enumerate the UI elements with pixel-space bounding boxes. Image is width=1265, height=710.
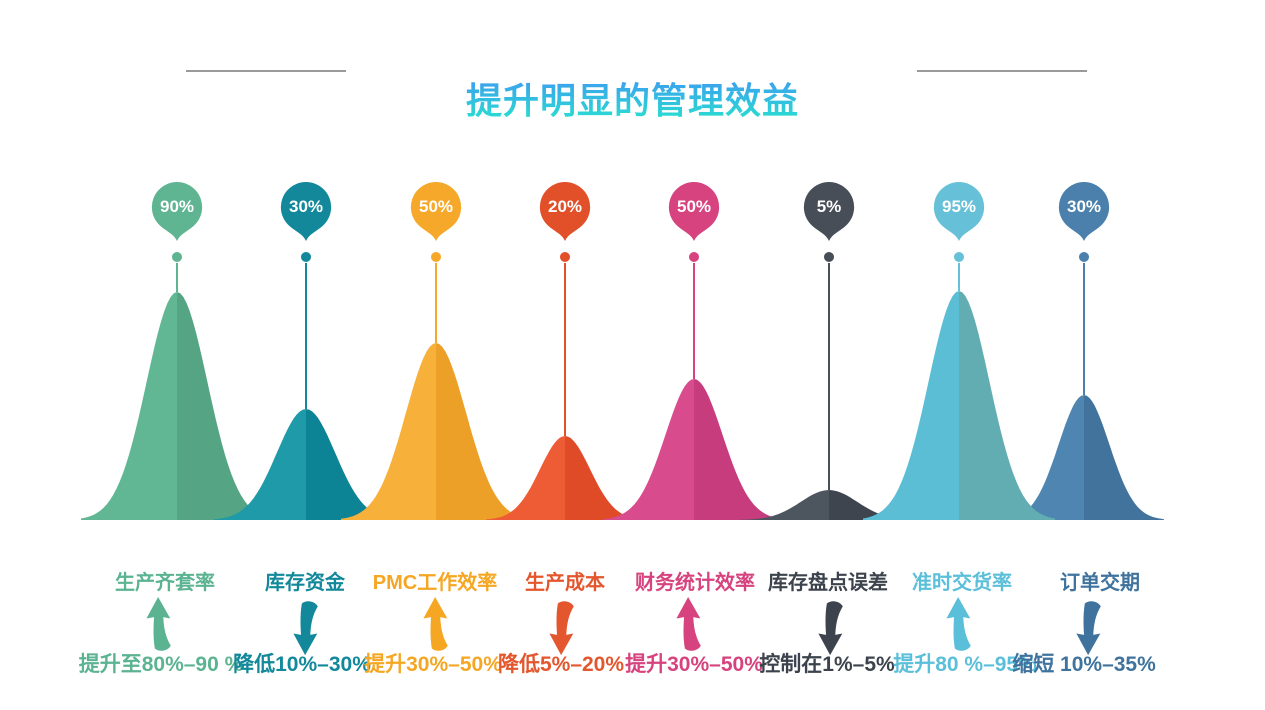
value-pin: 90% xyxy=(148,181,206,243)
trend-up-arrow-icon xyxy=(676,596,701,651)
category-label: 库存资金 xyxy=(265,572,345,594)
result-label: 控制在1%–5% xyxy=(759,653,895,676)
pin-balloon-icon xyxy=(539,182,591,241)
value-pin: 95% xyxy=(930,181,988,243)
category-label: 库存盘点误差 xyxy=(768,572,888,594)
bell-curve xyxy=(177,292,273,520)
pin-dot xyxy=(560,252,570,262)
pin-value: 30% xyxy=(288,197,324,216)
pin-dot xyxy=(172,252,182,262)
bell-curve xyxy=(694,379,784,520)
value-pin: 5% xyxy=(800,181,858,243)
category-label: 生产齐套率 xyxy=(115,572,215,594)
pin-balloon-icon xyxy=(933,182,985,241)
bell-curve xyxy=(341,343,436,520)
bell-curve xyxy=(1084,395,1164,520)
pin-balloon-icon xyxy=(410,182,462,241)
value-pin: 30% xyxy=(277,181,335,243)
result-label: 提升80 %–95% xyxy=(893,653,1037,676)
pin-balloon-icon xyxy=(668,182,720,241)
bell-curve xyxy=(81,292,177,520)
result-label: 提升至80%–90 % xyxy=(78,653,244,676)
pin-dot xyxy=(301,252,311,262)
pin-value: 95% xyxy=(941,197,977,216)
trend-down-arrow-icon xyxy=(549,601,574,656)
pin-value: 5% xyxy=(816,197,842,216)
pin-value: 20% xyxy=(547,197,583,216)
value-pin: 50% xyxy=(665,181,723,243)
bell-curve xyxy=(486,436,565,520)
page-title: 提升明显的管理效益 xyxy=(0,72,1265,124)
bell-curve xyxy=(740,490,829,520)
title-divider-right xyxy=(917,70,1087,72)
result-label: 提升30%–50% xyxy=(625,653,763,676)
bell-curve xyxy=(436,343,531,520)
pin-balloon-icon xyxy=(803,182,855,241)
category-label: 订单交期 xyxy=(1060,572,1140,594)
value-pin: 20% xyxy=(536,181,594,243)
bell-curve xyxy=(306,409,398,520)
pin-dot xyxy=(431,252,441,262)
category-label: 生产成本 xyxy=(525,572,605,594)
trend-up-arrow-icon xyxy=(423,596,448,651)
bell-curve xyxy=(214,409,306,520)
trend-up-arrow-icon xyxy=(146,596,171,651)
trend-down-arrow-icon xyxy=(818,601,843,656)
trend-down-arrow-icon xyxy=(1076,601,1101,656)
trend-down-arrow-icon xyxy=(293,601,318,656)
bell-curve xyxy=(863,291,959,520)
category-label: 财务统计效率 xyxy=(635,572,755,594)
pin-value: 50% xyxy=(676,197,712,216)
result-label: 降低10%–30% xyxy=(233,653,371,676)
pin-value: 30% xyxy=(1066,197,1102,216)
pin-dot xyxy=(954,252,964,262)
pin-value: 90% xyxy=(159,197,195,216)
result-label: 缩短 10%–35% xyxy=(1012,653,1156,676)
pin-balloon-icon xyxy=(1058,182,1110,241)
bell-curve xyxy=(959,291,1055,520)
bell-curve xyxy=(829,490,918,520)
pin-balloon-icon xyxy=(151,182,203,241)
category-label: 准时交货率 xyxy=(912,572,1012,594)
pin-balloon-icon xyxy=(280,182,332,241)
result-label: 提升30%–50% xyxy=(364,653,502,676)
bell-curve xyxy=(604,379,694,520)
value-pin: 50% xyxy=(407,181,465,243)
result-label: 降低5%–20% xyxy=(497,653,625,676)
pin-dot xyxy=(824,252,834,262)
bell-curve xyxy=(565,436,644,520)
title-divider-left xyxy=(186,70,346,72)
bell-curve xyxy=(1004,395,1084,520)
trend-up-arrow-icon xyxy=(946,596,971,651)
pin-value: 50% xyxy=(418,197,454,216)
category-label: PMC工作效率 xyxy=(372,572,498,594)
value-pin: 30% xyxy=(1055,181,1113,243)
pin-dot xyxy=(689,252,699,262)
pin-dot xyxy=(1079,252,1089,262)
